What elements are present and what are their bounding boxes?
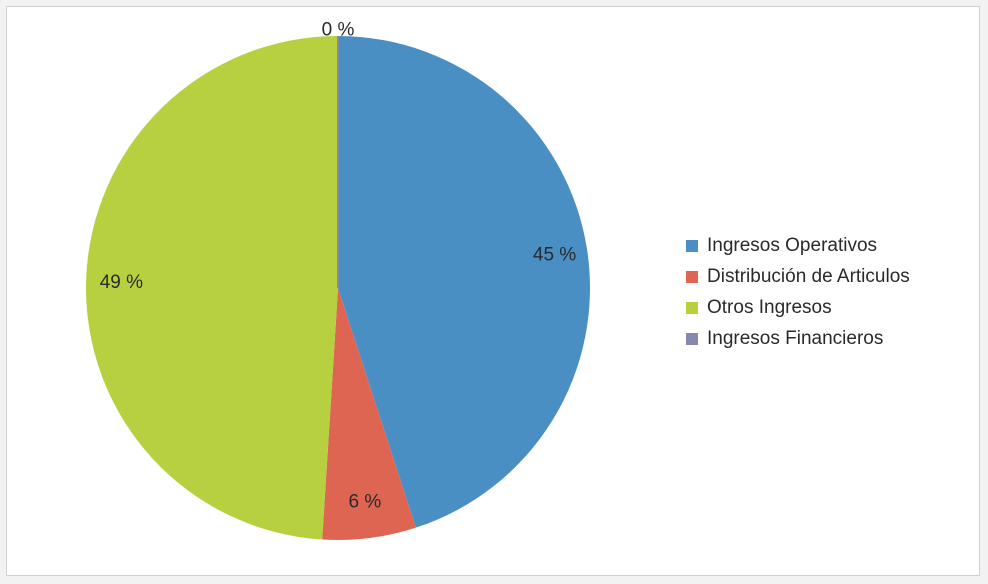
- legend-label: Otros Ingresos: [707, 296, 832, 318]
- legend-label: Ingresos Financieros: [707, 327, 884, 349]
- data-label-ingresos-financieros: 0 %: [322, 19, 355, 40]
- legend-swatch: [686, 332, 698, 345]
- pie-data-labels: 45 % 6 % 49 % 0 %: [100, 19, 577, 512]
- legend-item-otros-ingresos: Otros Ingresos: [686, 292, 910, 323]
- legend-label: Ingresos Operativos: [707, 234, 878, 256]
- pie-slices: [86, 36, 591, 541]
- legend-swatch: [686, 301, 698, 314]
- chart-legend: Ingresos Operativos Distribución de Artic…: [686, 230, 910, 354]
- pie-slice-otros-ingresos: [86, 36, 338, 540]
- legend-swatch: [686, 239, 698, 252]
- legend-label: Distribución de Articulos: [707, 265, 910, 287]
- data-label-ingresos-operativos: 45 %: [533, 245, 576, 266]
- pie-slice-ingresos-operativos: [338, 36, 591, 528]
- legend-swatch: [686, 270, 698, 283]
- legend-item-distribucion-de-articulos: Distribución de Articulos: [686, 261, 910, 292]
- pie-slice-distribucion-de-articulos: [322, 288, 416, 541]
- legend-item-ingresos-financieros: Ingresos Financieros: [686, 323, 910, 354]
- data-label-distribucion-de-articulos: 6 %: [348, 492, 381, 513]
- data-label-otros-ingresos: 49 %: [100, 272, 143, 293]
- legend-item-ingresos-operativos: Ingresos Operativos: [686, 230, 910, 261]
